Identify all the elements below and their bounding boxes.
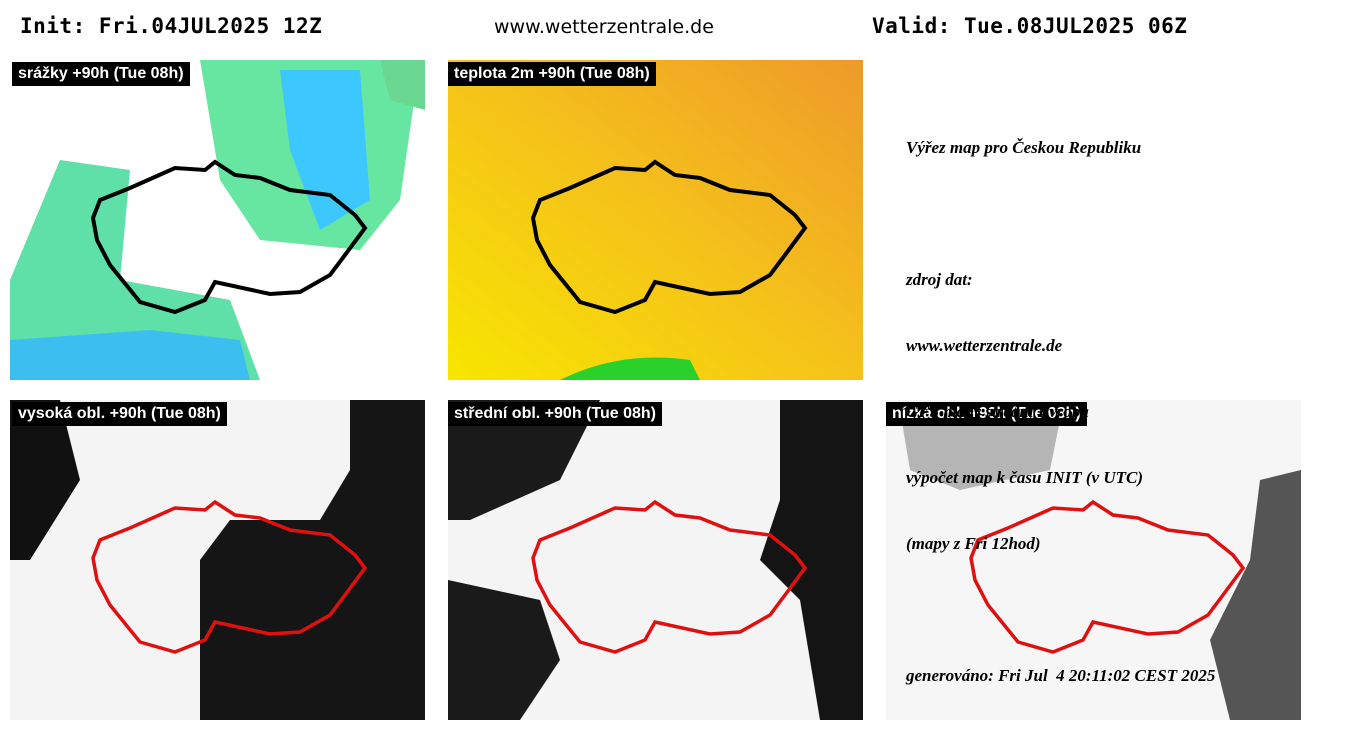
panel-label: nízká obl. +90h (Tue 08h) — [886, 402, 1087, 426]
mid-cloud-map — [448, 400, 863, 720]
info-line: (mapy z Fri 12hod) — [906, 534, 1041, 553]
panel-label: teplota 2m +90h (Tue 08h) — [448, 62, 656, 86]
site-name: www.wetterzentrale.de — [494, 16, 714, 38]
info-line: GFS mapy střední Evropa — [906, 402, 1089, 421]
info-line: zdroj dat: — [906, 270, 973, 289]
panel-label: vysoká obl. +90h (Tue 08h) — [12, 402, 227, 426]
temperature-map — [448, 60, 863, 380]
low-cloud-map — [886, 400, 1301, 720]
init-time: Init: Fri.04JUL2025 12Z — [20, 14, 323, 38]
precip-map — [10, 60, 425, 380]
panel-label: srážky +90h (Tue 08h) — [12, 62, 190, 86]
high-cloud-map — [10, 400, 425, 720]
generated-time: generováno: Fri Jul 4 20:11:02 CEST 2025 — [906, 666, 1216, 685]
valid-time: Valid: Tue.08JUL2025 06Z — [872, 14, 1188, 38]
info-line: výpočet map k času INIT (v UTC) — [906, 468, 1144, 487]
info-title: Výřez map pro Českou Republiku — [906, 138, 1142, 157]
panel-label: střední obl. +90h (Tue 08h) — [448, 402, 662, 426]
info-block: Výřez map pro Českou Republiku zdroj dat… — [906, 93, 1215, 709]
info-line: www.wetterzentrale.de — [906, 336, 1063, 355]
